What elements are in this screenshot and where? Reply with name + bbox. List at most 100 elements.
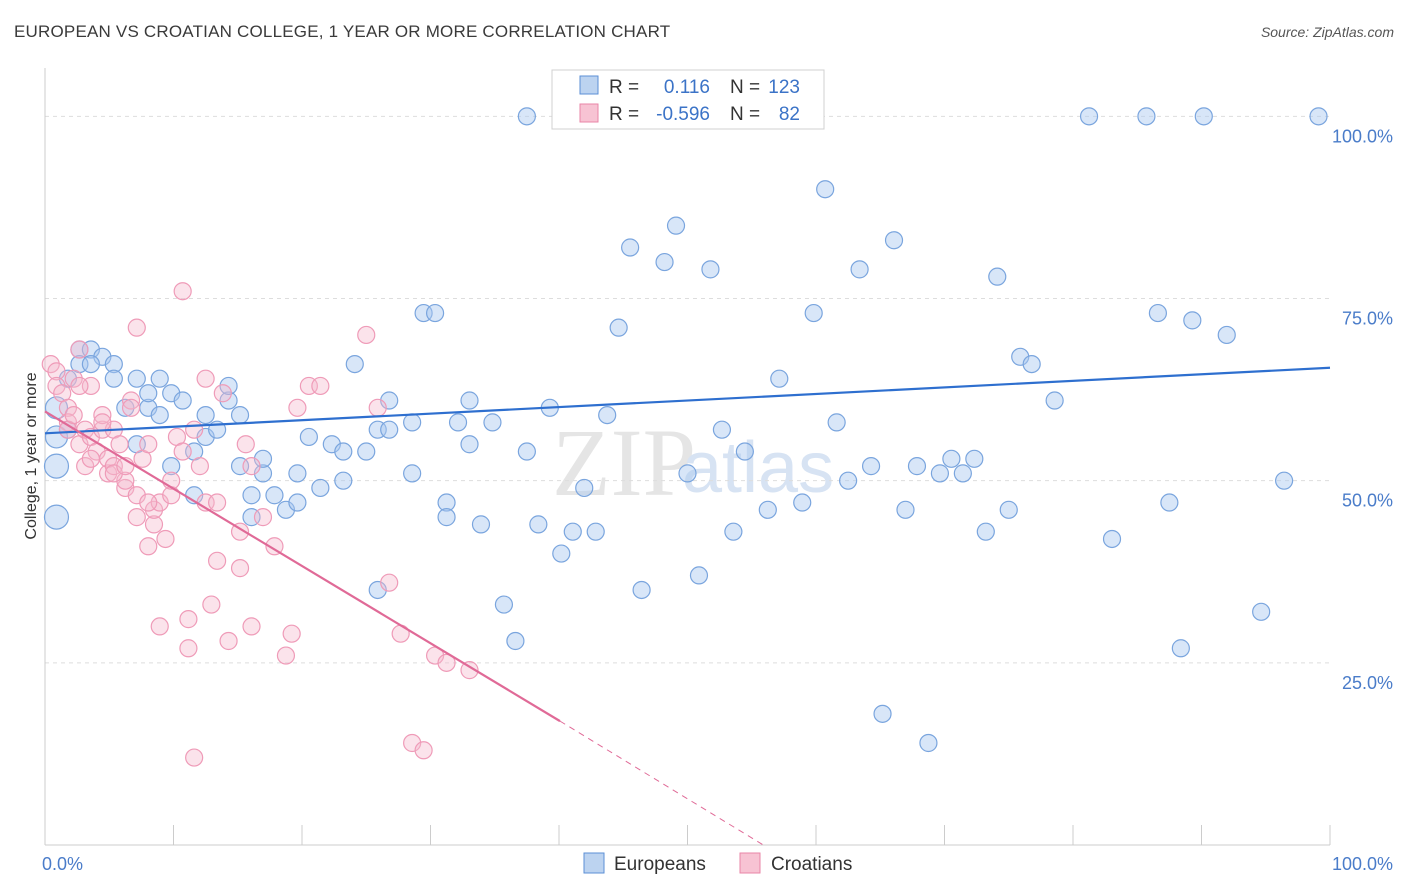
croatian-point — [253, 508, 273, 527]
y-tick-labels: 25.0% 50.0% 75.0% 100.0% — [1332, 126, 1393, 692]
european-point — [793, 493, 812, 512]
croatian-point — [242, 457, 261, 476]
croatian-point — [121, 398, 141, 417]
watermark-zip: ZIP — [552, 409, 696, 516]
x-tick-label-0: 0.0% — [42, 854, 83, 874]
legend-n-europeans: 123 — [768, 77, 800, 98]
european-point — [609, 318, 628, 337]
european-point — [483, 413, 502, 432]
european-point — [471, 515, 491, 534]
croatian-point — [242, 617, 261, 636]
european-point — [1102, 529, 1122, 549]
legend-r-europeans: 0.116 — [664, 77, 710, 98]
croatian-point — [76, 457, 95, 476]
croatian-point — [121, 391, 141, 410]
european-point — [150, 369, 169, 388]
european-point — [552, 544, 571, 563]
european-point — [632, 580, 651, 600]
croatian-point — [380, 573, 399, 592]
croatian-point — [139, 537, 158, 556]
legend-swatch-croatians — [579, 103, 599, 123]
european-point — [884, 231, 904, 250]
european-point — [334, 442, 353, 461]
european-point — [517, 107, 536, 126]
europeans-points — [43, 107, 1328, 753]
x-tick-label-100: 100.0% — [1332, 854, 1393, 874]
european-point — [586, 522, 605, 541]
european-point — [598, 405, 617, 425]
legend-n-croatians: 82 — [779, 104, 800, 125]
croatian-point — [202, 595, 221, 614]
croatian-point — [265, 537, 284, 556]
y-tick-label-25: 25.0% — [1342, 673, 1393, 693]
croatian-point — [70, 340, 89, 359]
european-point — [403, 464, 422, 483]
bottom-legend-croatians: Croatians — [771, 854, 852, 875]
croatian-point — [357, 325, 376, 345]
croatian-point — [311, 376, 330, 396]
european-point — [506, 631, 525, 651]
croatian-point — [58, 398, 78, 417]
croatian-point — [99, 464, 118, 483]
european-point — [563, 522, 582, 541]
legend-r-croatians: -0.596 — [656, 104, 710, 125]
croatian-point — [414, 741, 433, 760]
watermark-atlas: atlas — [682, 428, 834, 508]
y-tick-label-50: 50.0% — [1342, 491, 1393, 511]
croatian-point — [47, 362, 66, 381]
european-point — [334, 471, 353, 490]
european-point — [288, 493, 307, 512]
european-point — [816, 180, 835, 199]
european-point — [299, 427, 318, 447]
european-point — [116, 398, 135, 417]
european-point — [104, 369, 123, 388]
croatian-point — [236, 435, 255, 454]
european-point — [839, 471, 858, 490]
legend-r-label-2: R = — [609, 104, 639, 125]
bottom-legend-europeans-swatch — [583, 852, 605, 874]
european-point — [265, 486, 284, 505]
chart-title: EUROPEAN VS CROATIAN COLLEGE, 1 YEAR OR … — [14, 22, 671, 41]
european-point — [1022, 354, 1041, 374]
croatian-point — [156, 529, 175, 549]
correlation-legend: R = 0.116 N = 123 R = -0.596 N = 82 — [551, 69, 825, 130]
european-point — [288, 464, 307, 483]
watermark: ZIP atlas — [552, 409, 834, 516]
european-point — [953, 464, 972, 483]
source-label: Source: ZipAtlas.com — [1260, 24, 1394, 40]
european-point — [758, 500, 777, 519]
european-point — [150, 405, 169, 425]
european-point — [425, 303, 445, 323]
european-point — [196, 427, 215, 447]
european-point — [850, 260, 869, 279]
european-point — [930, 464, 950, 483]
european-point — [1160, 493, 1179, 512]
european-point — [965, 449, 984, 468]
european-point — [919, 733, 938, 753]
european-point — [1217, 325, 1236, 345]
croatian-point — [150, 617, 169, 636]
croatians-trend-line — [44, 410, 561, 723]
european-point — [162, 457, 181, 476]
y-tick-label-75: 75.0% — [1342, 309, 1393, 329]
european-point — [1183, 311, 1202, 330]
european-point — [276, 500, 296, 519]
european-point — [770, 369, 789, 388]
european-point — [173, 391, 192, 410]
croatian-point — [190, 457, 209, 476]
european-point — [448, 413, 468, 432]
y-axis-label: College, 1 year or more — [23, 372, 40, 539]
croatian-point — [127, 508, 146, 527]
croatian-point — [213, 384, 232, 403]
european-point — [529, 515, 548, 534]
european-point — [621, 238, 640, 257]
croatian-point — [173, 282, 192, 301]
european-point — [655, 252, 674, 272]
european-point — [403, 413, 422, 432]
croatian-point — [64, 405, 83, 425]
croatian-point — [144, 515, 164, 534]
croatian-point — [282, 624, 301, 643]
european-point — [357, 442, 376, 461]
european-point — [1194, 107, 1213, 126]
croatian-point — [368, 398, 387, 417]
